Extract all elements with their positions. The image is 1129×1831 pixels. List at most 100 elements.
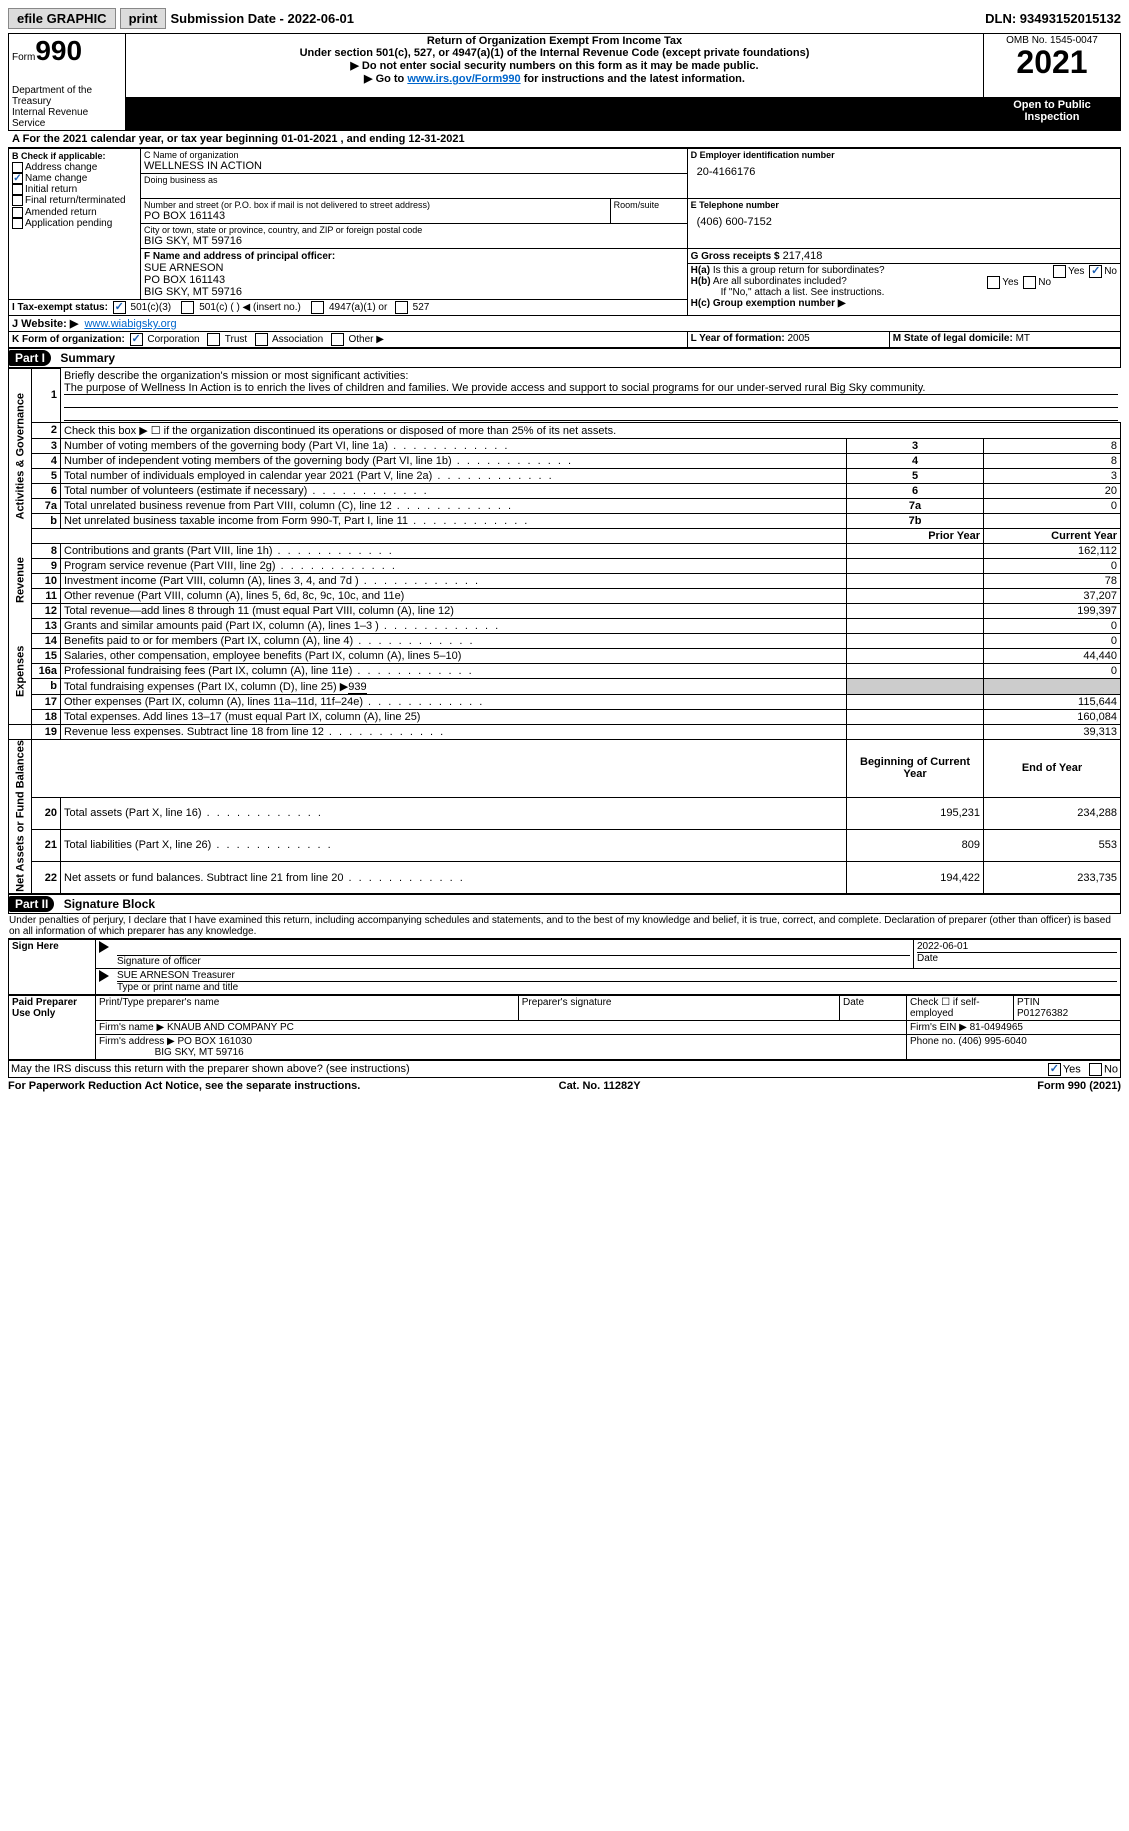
paperwork-notice: For Paperwork Reduction Act Notice, see … [8,1080,360,1092]
v15: 44,440 [984,648,1121,663]
box-b-label: B Check if applicable: [12,151,106,161]
form-title-cell: Return of Organization Exempt From Incom… [126,34,984,98]
l16b: Total fundraising expenses (Part IX, col… [64,681,348,693]
v21e: 553 [984,829,1121,861]
firm-name: KNAUB AND COMPANY PC [167,1022,294,1033]
chk-discuss-yes[interactable] [1048,1063,1061,1076]
l9: Program service revenue (Part VIII, line… [64,560,276,572]
l19: Revenue less expenses. Subtract line 18 … [64,726,324,738]
website-link[interactable]: www.wiabigsky.org [84,318,176,330]
l7a: Total unrelated business revenue from Pa… [64,500,392,512]
v16b: 939 [348,681,366,694]
box-j: J Website: ▶ www.wiabigsky.org [9,316,1121,332]
v6: 20 [984,483,1121,498]
v4: 8 [984,453,1121,468]
sign-here-table: Sign Here Signature of officer 2022-06-0… [8,939,1121,995]
v21b: 809 [847,829,984,861]
efile-button[interactable]: efile GRAPHIC [8,8,116,29]
part1-title: Summary [60,351,115,365]
dept-treasury: Department of the Treasury [12,85,122,107]
tax-year: 2021 [987,46,1117,78]
ptin-label: PTIN [1017,997,1040,1008]
chk-527[interactable] [395,301,408,314]
l20: Total assets (Part X, line 16) [64,807,202,819]
l17: Other expenses (Part IX, column (A), lin… [64,696,363,708]
firm-addr1: PO BOX 161030 [178,1036,253,1047]
l10: Investment income (Part VIII, column (A)… [64,575,359,587]
v14: 0 [984,633,1121,648]
summary-table: Activities & Governance 1 Briefly descri… [8,368,1121,894]
box-c-addr: Number and street (or P.O. box if mail i… [141,199,611,224]
form990-link[interactable]: www.irs.gov/Form990 [407,73,520,85]
arrow-icon [99,970,109,982]
box-g: G Gross receipts $ 217,418 [687,249,1120,264]
firm-name-label: Firm's name ▶ [99,1022,164,1033]
l21: Total liabilities (Part X, line 26) [64,839,211,851]
end-hdr: End of Year [984,739,1121,797]
chk-assoc[interactable] [255,333,268,346]
v20b: 195,231 [847,797,984,829]
chk-corp[interactable] [130,333,143,346]
l14: Benefits paid to or for members (Part IX… [64,635,353,647]
chk-final[interactable]: Final return/terminated [12,195,137,206]
phone: (406) 600-7152 [691,210,1117,228]
l6: Total number of volunteers (estimate if … [64,485,307,497]
l15: Salaries, other compensation, employee b… [64,650,461,662]
l2: Check this box ▶ ☐ if the organization d… [61,422,1121,438]
k-label: K Form of organization: [12,334,125,345]
v13: 0 [984,618,1121,633]
paid-preparer: Paid Preparer Use Only [9,996,96,1060]
prep-date-label: Date [840,996,907,1021]
penalties-text: Under penalties of perjury, I declare th… [8,914,1121,939]
chk-amended[interactable]: Amended return [12,207,137,218]
chk-501c3[interactable] [113,301,126,314]
side-expenses: Expenses [9,618,32,724]
v22e: 233,735 [984,862,1121,894]
type-name-label: Type or print name and title [117,982,238,993]
hc-label: H(c) Group exemption number ▶ [691,298,846,309]
chk-trust[interactable] [207,333,220,346]
date-label: Date [917,953,938,964]
self-employed: Check ☐ if self-employed [907,996,1014,1021]
submission-date: Submission Date - 2022-06-01 [170,11,354,26]
chk-name-change[interactable]: Name change [12,173,137,184]
chk-initial[interactable]: Initial return [12,184,137,195]
v9: 0 [984,558,1121,573]
chk-app-pending[interactable]: Application pending [12,218,137,229]
chk-4947[interactable] [311,301,324,314]
form-number: 990 [35,35,82,66]
goto-pre: ▶ Go to [364,73,407,85]
firm-phone-label: Phone no. [910,1036,956,1047]
print-button[interactable]: print [120,8,167,29]
chk-other[interactable] [331,333,344,346]
v5: 3 [984,468,1121,483]
box-l: L Year of formation: 2005 [687,332,889,348]
chk-discuss-no[interactable] [1089,1063,1102,1076]
current-hdr: Current Year [984,528,1121,543]
officer-addr: PO BOX 161143 [144,274,225,286]
l16a: Professional fundraising fees (Part IX, … [64,665,352,677]
c-name-label: C Name of organization [144,150,684,160]
begin-hdr: Beginning of Current Year [847,739,984,797]
side-activities: Activities & Governance [9,369,32,544]
chk-501c[interactable] [181,301,194,314]
discuss-row: May the IRS discuss this return with the… [8,1060,1121,1078]
addr-label: Number and street (or P.O. box if mail i… [144,200,607,210]
box-c-name: C Name of organization WELLNESS IN ACTIO… [141,149,688,174]
part2-title: Signature Block [64,897,155,911]
org-name: WELLNESS IN ACTION [144,160,262,172]
tax-period: A For the 2021 calendar year, or tax yea… [8,131,1121,148]
f-label: F Name and address of principal officer: [144,251,335,262]
box-f: F Name and address of principal officer:… [141,249,688,300]
ein: 20-4166176 [691,160,1117,178]
i-label: I Tax-exempt status: [12,302,108,313]
chk-addr-change[interactable]: Address change [12,162,137,173]
side-netassets: Net Assets or Fund Balances [9,739,32,894]
irs-label: Internal Revenue Service [12,107,122,129]
sign-here: Sign Here [9,940,96,995]
state-domicile: MT [1016,333,1030,344]
firm-addr-label: Firm's address ▶ [99,1036,175,1047]
ssn-warning: ▶ Do not enter social security numbers o… [129,59,980,72]
officer-printed: SUE ARNESON Treasurer [117,970,1117,982]
top-bar: efile GRAPHIC print Submission Date - 20… [8,8,1121,29]
